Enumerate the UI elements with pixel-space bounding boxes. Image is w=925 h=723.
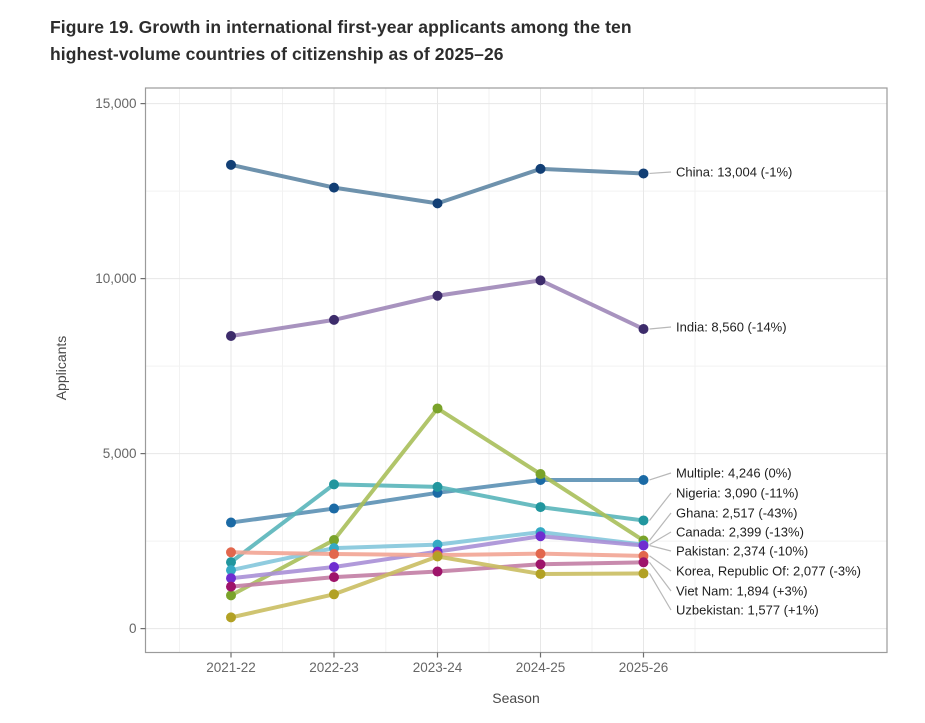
data-point-multiple xyxy=(638,474,649,485)
data-point-india xyxy=(535,275,546,286)
axes-frame-layer xyxy=(144,87,888,654)
series-annotation-nigeria: Nigeria: 3,090 (-11%) xyxy=(676,486,799,501)
series-annotation-india: India: 8,560 (-14%) xyxy=(676,320,787,335)
series-annotation-viet-nam: Viet Nam: 1,894 (+3%) xyxy=(676,584,808,599)
figure-title-line2: highest-volume countries of citizenship … xyxy=(50,44,504,64)
data-point-ghana xyxy=(226,590,236,601)
y-tick-label: 5,000 xyxy=(103,446,137,461)
data-point-china xyxy=(329,182,339,193)
leader-line-china xyxy=(649,171,672,175)
x-tick-label: 2023-24 xyxy=(413,660,463,675)
data-point-nigeria xyxy=(432,481,443,492)
leader-line-ghana xyxy=(649,512,672,541)
x-tick-label: 2025-26 xyxy=(619,660,669,675)
leader-line-viet-nam xyxy=(649,561,672,592)
series-annotation-ghana: Ghana: 2,517 (-43%) xyxy=(676,506,797,521)
data-point-pakistan xyxy=(329,562,339,572)
x-axis-label: Season xyxy=(492,690,539,706)
tick-marks-layer xyxy=(140,102,645,658)
data-point-india xyxy=(432,290,443,301)
data-point-viet-nam xyxy=(535,559,546,570)
y-tick-label: 15,000 xyxy=(95,96,136,111)
data-point-viet-nam xyxy=(638,557,649,568)
y-axis-label: Applicants xyxy=(53,336,69,401)
data-point-korea-republic-of xyxy=(535,548,546,559)
data-point-multiple xyxy=(329,503,339,514)
data-point-nigeria xyxy=(226,557,236,568)
data-point-nigeria xyxy=(638,515,649,526)
data-point-china xyxy=(226,159,236,170)
data-point-india xyxy=(329,314,339,325)
leader-line-uzbekistan xyxy=(648,573,672,611)
figure-title-line1: Figure 19. Growth in international first… xyxy=(50,17,632,37)
data-point-ghana xyxy=(535,469,546,480)
series-annotation-china: China: 13,004 (-1%) xyxy=(676,165,792,180)
leader-line-multiple xyxy=(649,472,672,481)
data-point-uzbekistan xyxy=(638,568,649,579)
series-annotation-korea-republic-of: Korea, Republic Of: 2,077 (-3%) xyxy=(676,564,861,579)
x-tick-label: 2022-23 xyxy=(309,660,359,675)
data-point-nigeria xyxy=(535,502,546,513)
data-points-layer xyxy=(226,159,649,623)
leader-line-korea-republic-of xyxy=(649,555,672,572)
leader-line-canada xyxy=(649,531,672,546)
data-point-viet-nam xyxy=(329,572,339,583)
figure-title: Figure 19. Growth in international first… xyxy=(50,14,750,68)
data-point-nigeria xyxy=(329,479,339,490)
series-annotation-canada: Canada: 2,399 (-13%) xyxy=(676,525,804,540)
data-point-viet-nam xyxy=(226,581,236,592)
series-annotation-uzbekistan: Uzbekistan: 1,577 (+1%) xyxy=(676,603,819,618)
series-annotation-multiple: Multiple: 4,246 (0%) xyxy=(676,466,792,481)
data-point-multiple xyxy=(226,517,236,528)
data-point-pakistan xyxy=(638,540,649,551)
data-point-china xyxy=(432,198,443,209)
data-point-china xyxy=(638,168,649,179)
data-point-ghana xyxy=(329,535,339,546)
data-point-uzbekistan xyxy=(329,589,339,600)
data-point-uzbekistan xyxy=(432,551,443,562)
leader-line-pakistan xyxy=(649,544,672,552)
tick-labels-layer: 0 5,000 10,000 15,000 2021-22 2022-23 2023-24 2… xyxy=(95,96,668,675)
data-point-pakistan xyxy=(226,573,236,584)
data-point-korea-republic-of xyxy=(329,549,339,560)
x-tick-label: 2024-25 xyxy=(516,660,566,675)
data-point-china xyxy=(535,163,546,174)
y-tick-label: 0 xyxy=(129,621,137,636)
panel-border xyxy=(144,87,888,654)
y-tick-label: 10,000 xyxy=(95,271,136,286)
leader-lines-layer xyxy=(648,171,672,611)
leader-line-nigeria xyxy=(649,492,672,521)
x-tick-label: 2021-22 xyxy=(206,660,256,675)
data-point-uzbekistan xyxy=(226,612,236,623)
data-point-uzbekistan xyxy=(535,568,546,579)
data-point-canada xyxy=(226,565,236,576)
data-point-korea-republic-of xyxy=(226,547,236,558)
annotations-layer: China: 13,004 (-1%) India: 8,560 (-14%) Mu… xyxy=(676,165,861,618)
data-point-ghana xyxy=(432,403,443,414)
grid-minor-layer xyxy=(145,88,887,653)
data-point-viet-nam xyxy=(432,566,443,577)
data-point-india xyxy=(638,324,649,334)
data-point-pakistan xyxy=(535,531,546,542)
data-point-india xyxy=(226,331,236,341)
leader-line-india xyxy=(649,326,672,330)
data-point-canada xyxy=(432,539,443,550)
series-annotation-pakistan: Pakistan: 2,374 (-10%) xyxy=(676,544,808,559)
